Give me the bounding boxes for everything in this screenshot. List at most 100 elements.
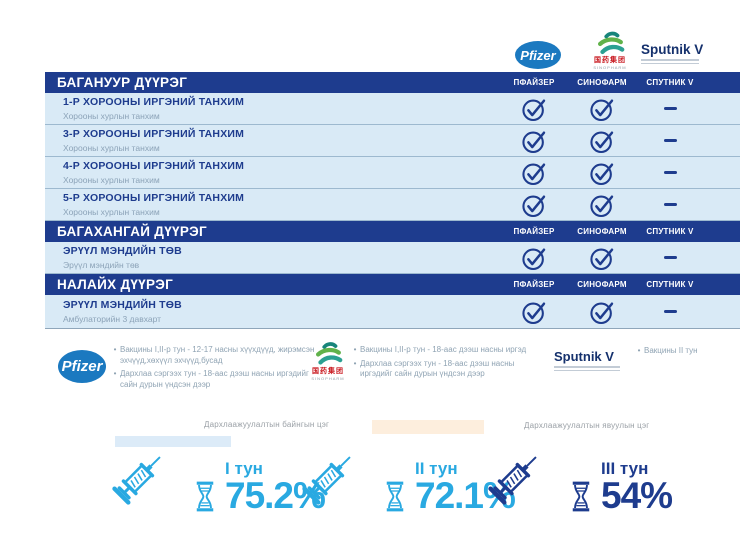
column-header-sputnik: СПУТНИК V bbox=[646, 227, 694, 236]
hourglass-icon bbox=[385, 481, 405, 512]
location-name: 1-Р ХОРООНЫ ИРГЭНИЙ ТАНХИМ bbox=[63, 96, 245, 109]
section-title: БАГАНУУР ДҮҮРЭГ bbox=[57, 75, 188, 90]
bullet-icon: • bbox=[637, 346, 641, 355]
check-icon bbox=[590, 130, 614, 153]
column-header-pfizer: ПФАЙЗЕР bbox=[513, 227, 555, 236]
column-header-sputnik: СПУТНИК V bbox=[646, 280, 694, 289]
check-icon bbox=[522, 247, 546, 270]
hourglass-icon bbox=[195, 481, 215, 512]
table-row: 1-Р ХОРООНЫ ИРГЭНИЙ ТАНХИМ Хорооны хурлы… bbox=[45, 93, 740, 125]
sinopharm-logo-en: SINOPHARM bbox=[593, 65, 627, 70]
section-header-bagakhangai: БАГАХАНГАЙ ДҮҮРЭГ ПФАЙЗЕР СИНОФАРМ СПУТН… bbox=[45, 221, 740, 242]
check-icon bbox=[590, 162, 614, 185]
check-icon bbox=[590, 301, 614, 324]
legend-permanent-point: Дархлаажуулалтын байнгын цэг bbox=[204, 420, 330, 429]
syringe-icon bbox=[88, 440, 192, 514]
location-name: 3-Р ХОРООНЫ ИРГЭНИЙ ТАНХИМ bbox=[63, 128, 245, 141]
table-row: 5-Р ХОРООНЫ ИРГЭНИЙ ТАНХИМ Хорооны хурлы… bbox=[45, 189, 740, 221]
location-name: ЭРҮҮЛ МЭНДИЙН ТӨВ bbox=[63, 245, 182, 258]
dose-percentage: 54% bbox=[601, 475, 673, 516]
check-icon bbox=[522, 98, 546, 121]
column-header-sinopharm: СИНОФАРМ bbox=[577, 227, 627, 236]
column-header-pfizer: ПФАЙЗЕР bbox=[513, 78, 555, 87]
sinopharm-logo-cn: 国药集团 bbox=[312, 368, 344, 375]
bullet-icon: • bbox=[113, 345, 117, 354]
sputnik-tagline-line bbox=[554, 366, 620, 368]
syringe-icon bbox=[464, 440, 568, 514]
sputnik-logo: Sputnik V bbox=[641, 42, 711, 64]
sputnik-logo-text: Sputnik V bbox=[641, 42, 704, 57]
legend-mobile-point: Дархлаажуулалтын явуулын цэг bbox=[524, 421, 650, 430]
location-name: 5-Р ХОРООНЫ ИРГЭНИЙ ТАНХИМ bbox=[63, 192, 245, 205]
pfizer-logo: Pfizer bbox=[515, 41, 561, 69]
bullet-icon: • bbox=[353, 358, 357, 368]
column-header-sinopharm: СИНОФАРМ bbox=[577, 78, 627, 87]
pfizer-logo-text: Pfizer bbox=[61, 358, 103, 375]
footnote-item: • Вакцины I,II-р тун - 18-аас дээш насны … bbox=[350, 345, 540, 356]
dose-label: I тун bbox=[225, 459, 263, 478]
permanent-point-highlight bbox=[115, 436, 231, 447]
bullet-icon: • bbox=[353, 345, 357, 354]
pfizer-logo: Pfizer bbox=[58, 350, 106, 383]
footnote-item: • Вакцины II тун bbox=[634, 346, 744, 357]
sinopharm-logo: 国药集团 SINOPHARM bbox=[586, 30, 634, 70]
pfizer-logo-text: Pfizer bbox=[520, 47, 556, 63]
check-icon bbox=[522, 162, 546, 185]
location-detail: Амбулаторийн 3 давхарт bbox=[63, 313, 162, 324]
dose3-stat: III тун 54% bbox=[464, 440, 673, 516]
location-detail: Хорооны хурлын танхим bbox=[63, 110, 160, 121]
sinopharm-leaf-icon bbox=[313, 340, 343, 368]
sputnik-logo-text: Sputnik V bbox=[554, 349, 614, 364]
section-header-baganuur: БАГАНУУР ДҮҮРЭГ ПФАЙЗЕР СИНОФАРМ СПУТНИК… bbox=[45, 72, 740, 93]
dash-icon bbox=[663, 138, 677, 143]
location-detail: Хорооны хурлын танхим bbox=[63, 206, 160, 217]
mobile-point-highlight bbox=[372, 420, 484, 434]
footnote-item: • Дархлаа сэргээх тун - 18-аас дээш насны… bbox=[350, 359, 540, 380]
dash-icon bbox=[663, 309, 677, 314]
footnote-item: • Дархлаа сэргээх тун - 18-аас дээш насны… bbox=[110, 369, 315, 390]
sinopharm-footnotes: • Вакцины I,II-р тун - 18-аас дээш насны … bbox=[350, 345, 540, 383]
column-headers: ПФАЙЗЕР СИНОФАРМ СПУТНИК V bbox=[500, 280, 704, 289]
vaccination-table: БАГАНУУР ДҮҮРЭГ ПФАЙЗЕР СИНОФАРМ СПУТНИК… bbox=[45, 72, 740, 329]
sinopharm-logo-cn: 国药集团 bbox=[594, 57, 626, 64]
pfizer-footnotes: • Вакцины I,II-р тун - 12-17 насны хүүхдү… bbox=[110, 345, 315, 393]
section-title: БАГАХАНГАЙ ДҮҮРЭГ bbox=[57, 224, 207, 239]
location-detail: Хорооны хурлын танхим bbox=[63, 142, 160, 153]
sinopharm-logo: 国药集团 SINOPHARM bbox=[306, 340, 350, 381]
section-header-nalaikh: НАЛАЙХ ДҮҮРЭГ ПФАЙЗЕР СИНОФАРМ СПУТНИК V bbox=[45, 274, 740, 295]
check-icon bbox=[522, 194, 546, 217]
sputnik-tagline-line bbox=[641, 62, 699, 64]
check-icon bbox=[590, 194, 614, 217]
column-header-sputnik: СПУТНИК V bbox=[646, 78, 694, 87]
column-header-pfizer: ПФАЙЗЕР bbox=[513, 280, 555, 289]
check-icon bbox=[522, 130, 546, 153]
check-icon bbox=[590, 247, 614, 270]
dash-icon bbox=[663, 255, 677, 260]
column-headers: ПФАЙЗЕР СИНОФАРМ СПУТНИК V bbox=[500, 78, 704, 87]
syringe-icon bbox=[278, 440, 382, 514]
table-row: ЭРҮҮЛ МЭНДИЙН ТӨВ Эрүүл мэндийн төв bbox=[45, 242, 740, 274]
column-header-sinopharm: СИНОФАРМ bbox=[577, 280, 627, 289]
location-name: ЭРҮҮЛ МЭНДИЙН ТӨВ bbox=[63, 299, 182, 312]
dash-icon bbox=[663, 170, 677, 175]
sputnik-tagline-line bbox=[641, 59, 699, 61]
location-name: 4-Р ХОРООНЫ ИРГЭНИЙ ТАНХИМ bbox=[63, 160, 245, 173]
section-title: НАЛАЙХ ДҮҮРЭГ bbox=[57, 277, 174, 292]
check-icon bbox=[522, 301, 546, 324]
sinopharm-leaf-icon bbox=[595, 30, 625, 57]
dose-label: III тун bbox=[601, 459, 649, 478]
table-row: ЭРҮҮЛ МЭНДИЙН ТӨВ Амбулаторийн 3 давхарт bbox=[45, 295, 740, 329]
sputnik-footnotes: • Вакцины II тун bbox=[634, 346, 744, 360]
dash-icon bbox=[663, 106, 677, 111]
sputnik-logo: Sputnik V bbox=[554, 349, 630, 371]
hourglass-icon bbox=[571, 481, 591, 512]
check-icon bbox=[590, 98, 614, 121]
column-headers: ПФАЙЗЕР СИНОФАРМ СПУТНИК V bbox=[500, 227, 704, 236]
location-detail: Эрүүл мэндийн төв bbox=[63, 259, 140, 270]
dose-label: II тун bbox=[415, 459, 458, 478]
table-row: 3-Р ХОРООНЫ ИРГЭНИЙ ТАНХИМ Хорооны хурлы… bbox=[45, 125, 740, 157]
dash-icon bbox=[663, 202, 677, 207]
footnote-item: • Вакцины I,II-р тун - 12-17 насны хүүхдү… bbox=[110, 345, 315, 366]
bullet-icon: • bbox=[113, 369, 117, 378]
